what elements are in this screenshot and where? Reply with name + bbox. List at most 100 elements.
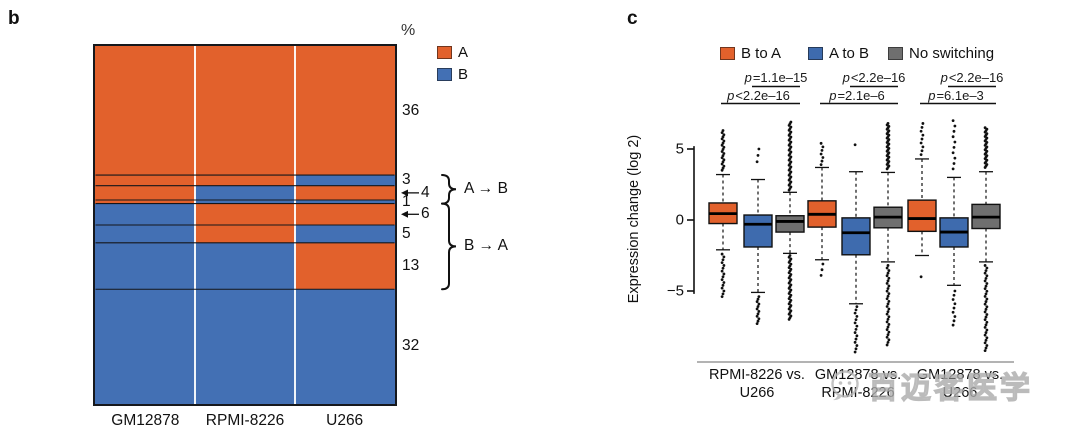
outlier-dot xyxy=(951,119,955,122)
outlier-dot xyxy=(885,289,889,293)
outlier-dot xyxy=(985,163,989,166)
outlier-dot xyxy=(887,142,891,146)
outlier-dot xyxy=(952,319,956,323)
outlier-dot xyxy=(755,300,759,303)
outlier-dot xyxy=(855,305,859,309)
mosaic-row xyxy=(95,174,395,186)
outlier-dot xyxy=(722,158,726,162)
y-axis-title: Expression change (log 2) xyxy=(626,134,642,304)
outlier-dot xyxy=(984,307,988,311)
outlier-dot xyxy=(983,166,987,169)
outlier-dot xyxy=(788,122,792,126)
box-b-to-a xyxy=(907,199,937,233)
outlier-dot xyxy=(787,153,791,157)
outlier-dot xyxy=(854,337,858,341)
row-percent-label: 13 xyxy=(402,257,420,275)
outlier-dot xyxy=(720,278,724,282)
mosaic-row xyxy=(95,203,395,225)
outlier-dot xyxy=(886,302,890,306)
outlier-dot xyxy=(788,182,792,185)
outlier-dot xyxy=(985,282,989,285)
outlier-dot xyxy=(789,262,793,266)
row-pointer-arrowhead xyxy=(401,210,408,218)
outlier-dot xyxy=(788,172,792,175)
outlier-dot xyxy=(983,271,987,275)
outlier-dot xyxy=(951,298,955,301)
outlier-dot xyxy=(721,135,725,139)
outlier-dot xyxy=(952,293,956,297)
outlier-dot xyxy=(984,331,988,334)
outlier-dot xyxy=(788,259,792,263)
outlier-dot xyxy=(983,310,987,314)
outlier-dot xyxy=(756,153,760,157)
outlier-dot xyxy=(721,160,725,164)
outlier-dot xyxy=(788,187,792,190)
compartment-mosaic xyxy=(93,44,397,406)
outlier-dot xyxy=(887,138,891,141)
mosaic-cell-a xyxy=(295,203,395,225)
outlier-dot xyxy=(757,302,761,306)
outlier-dot xyxy=(983,130,987,134)
outlier-dot xyxy=(788,142,792,146)
outlier-dot xyxy=(787,255,791,259)
outlier-dot xyxy=(787,163,791,167)
outlier-dot xyxy=(788,167,792,170)
outlier-dot xyxy=(985,145,989,149)
outlier-dot xyxy=(722,164,726,168)
outlier-dot xyxy=(755,307,759,311)
outlier-dot xyxy=(885,145,889,149)
mosaic-cell-a xyxy=(195,203,295,225)
outlier-dot xyxy=(885,149,889,153)
outlier-dot xyxy=(788,300,792,304)
outlier-dot xyxy=(985,158,989,162)
outlier-dot xyxy=(952,129,956,133)
outlier-dot xyxy=(789,257,793,261)
x-group-label-line1: RPMI-8226 vs. xyxy=(709,367,805,383)
bracket-brace xyxy=(441,174,457,205)
outlier-dot xyxy=(722,264,726,267)
outlier-dot xyxy=(722,152,726,155)
outlier-dot xyxy=(756,297,760,301)
outlier-dot xyxy=(886,166,890,169)
outlier-dot xyxy=(788,290,792,294)
y-tick-label: 5 xyxy=(675,140,684,158)
outlier-dot xyxy=(984,133,988,137)
outlier-dot xyxy=(787,143,791,147)
outlier-dot xyxy=(788,162,792,165)
outlier-dot xyxy=(721,292,725,296)
legend-item-b-to-a: B to A xyxy=(720,45,781,62)
outlier-dot xyxy=(887,299,891,303)
mosaic-cell-b xyxy=(195,199,295,204)
outlier-dot xyxy=(721,154,725,158)
outlier-dot xyxy=(789,170,793,174)
outlier-dot xyxy=(721,129,725,132)
box-b-to-a xyxy=(807,200,837,228)
outlier-dot xyxy=(886,340,890,344)
outlier-dot xyxy=(788,254,792,257)
outlier-dot xyxy=(885,141,889,144)
mosaic-cell-b xyxy=(195,185,295,200)
mosaic-cell-b xyxy=(295,224,395,243)
outlier-dot xyxy=(886,122,890,125)
outlier-dot xyxy=(887,155,891,159)
percent-axis-symbol: % xyxy=(401,22,416,39)
outlier-dot xyxy=(787,266,791,269)
compartment-b-label: B xyxy=(458,66,469,83)
outlier-dot xyxy=(789,299,793,302)
watermark-logo-icon xyxy=(831,370,859,401)
column-separator xyxy=(193,46,196,404)
outlier-dot xyxy=(721,166,725,170)
outlier-dot xyxy=(787,188,791,192)
outlier-dot xyxy=(887,323,891,326)
mosaic-row xyxy=(95,46,395,175)
outlier-dot xyxy=(885,158,889,162)
outlier-dot xyxy=(722,281,726,284)
outlier-dot xyxy=(983,135,987,138)
outlier-dot xyxy=(720,131,724,135)
outlier-dot xyxy=(787,128,791,132)
outlier-dot xyxy=(985,305,989,309)
outlier-dot xyxy=(983,318,987,322)
outlier-dot xyxy=(921,122,925,125)
outlier-dot xyxy=(755,322,759,326)
row-percent-label: 4 xyxy=(421,183,430,201)
